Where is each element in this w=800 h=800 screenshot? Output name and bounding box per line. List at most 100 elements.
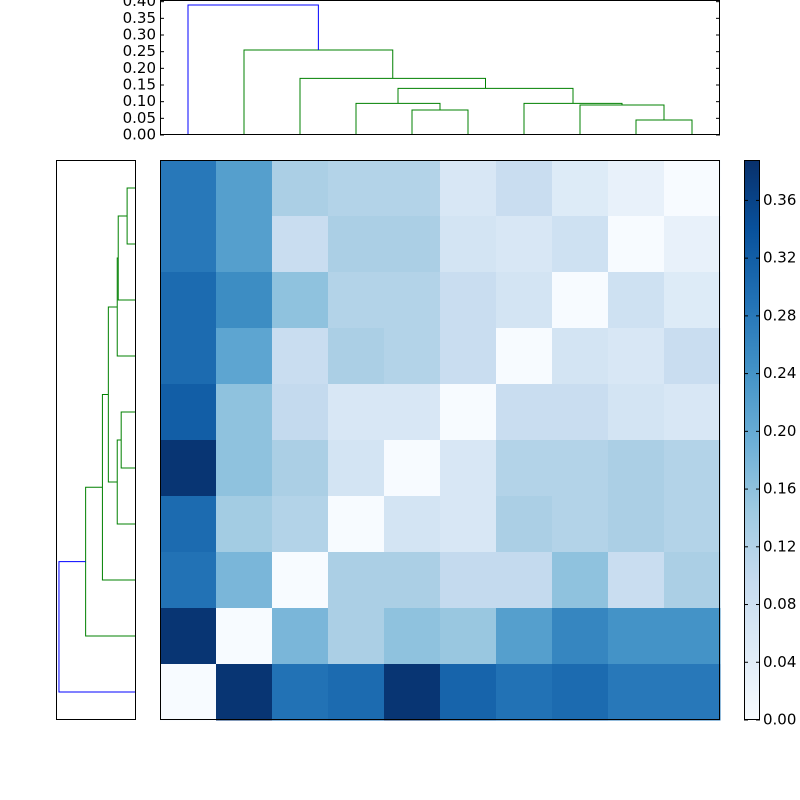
heatmap-cell: [216, 384, 273, 441]
heatmap-cell: [272, 328, 329, 385]
heatmap-cell: [496, 272, 553, 329]
heatmap-cell: [328, 384, 385, 441]
heatmap-frame: [160, 160, 720, 720]
colorbar-tick-label: 0.04: [763, 653, 796, 671]
heatmap-cell: [384, 216, 441, 273]
colorbar-frame: [744, 160, 760, 720]
heatmap-cell: [552, 496, 609, 553]
dendrogram-frame: [56, 160, 136, 720]
heatmap-cell: [216, 160, 273, 217]
heatmap-cell: [440, 216, 497, 273]
heatmap-cell: [384, 496, 441, 553]
heatmap-cell: [328, 664, 385, 721]
heatmap-cell: [272, 216, 329, 273]
dendrogram-link: [187, 4, 319, 135]
heatmap-cell: [272, 496, 329, 553]
heatmap-cell: [328, 496, 385, 553]
heatmap-cell: [664, 384, 721, 441]
heatmap-cell: [160, 664, 217, 721]
y-tick-label: 0.25: [123, 42, 156, 60]
dendrogram-frame: [160, 0, 720, 135]
heatmap-cell: [272, 608, 329, 665]
heatmap-cell: [608, 272, 665, 329]
heatmap-cell: [496, 384, 553, 441]
heatmap-cell: [216, 216, 273, 273]
heatmap-cell: [272, 160, 329, 217]
heatmap-cell: [608, 664, 665, 721]
heatmap-cell: [272, 552, 329, 609]
heatmap-cell: [384, 664, 441, 721]
heatmap-cell: [608, 608, 665, 665]
heatmap-cell: [552, 328, 609, 385]
colorbar-tick-label: 0.32: [763, 249, 796, 267]
y-tick-label: 0.15: [123, 76, 156, 94]
heatmap-cell: [384, 440, 441, 497]
heatmap-cell: [160, 160, 217, 217]
dendrogram-link: [58, 561, 136, 693]
heatmap-cell: [384, 384, 441, 441]
heatmap-cell: [384, 160, 441, 217]
heatmap-cell: [160, 552, 217, 609]
heatmap-cell: [440, 664, 497, 721]
heatmap-cell: [664, 328, 721, 385]
heatmap-cell: [272, 664, 329, 721]
heatmap-cell: [664, 216, 721, 273]
heatmap-cell: [552, 608, 609, 665]
heatmap-cell: [160, 384, 217, 441]
colorbar: [744, 160, 760, 720]
y-tick-label: 0.30: [123, 26, 156, 44]
y-tick-label: 0.35: [123, 9, 156, 27]
heatmap-cell: [160, 272, 217, 329]
heatmap-cell: [496, 552, 553, 609]
y-tick-label: 0.10: [123, 92, 156, 110]
heatmap-cell: [552, 440, 609, 497]
colorbar-tick-label: 0.36: [763, 191, 796, 209]
heatmap-cell: [160, 216, 217, 273]
heatmap-cell: [664, 272, 721, 329]
heatmap-cell: [496, 496, 553, 553]
colorbar-tick-label: 0.00: [763, 711, 796, 729]
heatmap-cell: [160, 440, 217, 497]
heatmap-cell: [552, 384, 609, 441]
heatmap-cell: [328, 216, 385, 273]
heatmap-cell: [552, 552, 609, 609]
heatmap-cell: [496, 664, 553, 721]
heatmap-cell: [160, 496, 217, 553]
heatmap-cell: [160, 608, 217, 665]
heatmap-cell: [664, 496, 721, 553]
heatmap-cell: [384, 328, 441, 385]
y-tick-label: 0.00: [123, 126, 156, 144]
heatmap-cell: [328, 272, 385, 329]
heatmap-cell: [608, 328, 665, 385]
heatmap-cell: [608, 216, 665, 273]
y-tick-label: 0.40: [123, 0, 156, 10]
heatmap-cell: [664, 552, 721, 609]
heatmap-cell: [272, 384, 329, 441]
heatmap-cell: [328, 440, 385, 497]
heatmap-cell: [664, 664, 721, 721]
heatmap-cell: [608, 440, 665, 497]
heatmap-cell: [552, 216, 609, 273]
heatmap-cell: [608, 552, 665, 609]
heatmap-cell: [384, 608, 441, 665]
heatmap-cell: [272, 440, 329, 497]
colorbar-tick-label: 0.28: [763, 306, 796, 324]
heatmap-cell: [440, 272, 497, 329]
heatmap-cell: [552, 664, 609, 721]
heatmap-cell: [216, 328, 273, 385]
heatmap-cell: [664, 160, 721, 217]
heatmap-cell: [272, 272, 329, 329]
heatmap-cell: [664, 440, 721, 497]
colorbar-tick-label: 0.08: [763, 595, 796, 613]
heatmap-cell: [440, 496, 497, 553]
heatmap-cell: [216, 552, 273, 609]
heatmap-cell: [216, 440, 273, 497]
heatmap-cell: [496, 608, 553, 665]
heatmap-cell: [608, 160, 665, 217]
heatmap-cell: [440, 384, 497, 441]
heatmap-cell: [440, 608, 497, 665]
heatmap-cell: [384, 552, 441, 609]
colorbar-tick-label: 0.12: [763, 537, 796, 555]
heatmap-cell: [160, 328, 217, 385]
